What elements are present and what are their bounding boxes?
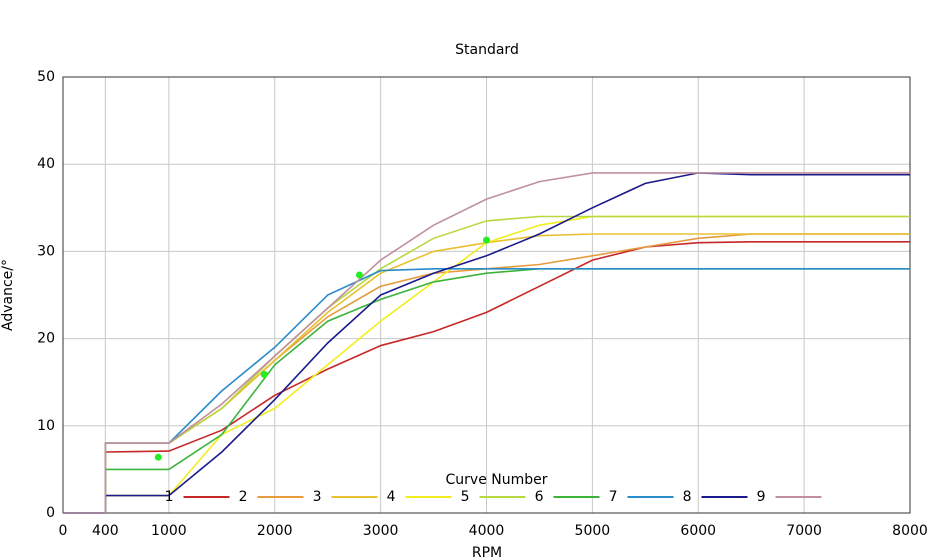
legend-label: 4 (387, 489, 396, 505)
y-tick-label: 10 (37, 418, 55, 434)
legend-label: 3 (313, 489, 322, 505)
x-tick-label: 6000 (680, 523, 716, 539)
x-tick-label: 400 (92, 523, 119, 539)
y-tick-label: 20 (37, 331, 55, 347)
y-axis-label: Advance/° (0, 259, 16, 331)
chart-title: Standard (455, 42, 519, 58)
x-tick-label: 8000 (892, 523, 928, 539)
series-line (63, 241, 910, 514)
data-point (154, 453, 162, 461)
plot-frame (62, 76, 911, 514)
legend-label: 8 (683, 489, 692, 505)
data-point (260, 370, 268, 378)
x-tick-label: 1000 (151, 523, 187, 539)
y-tick-label: 50 (37, 69, 55, 85)
x-tick-label: 2000 (257, 523, 293, 539)
legend-label: 7 (609, 489, 618, 505)
x-axis-label: RPM (472, 545, 502, 558)
legend-label: 6 (535, 489, 544, 505)
y-tick-label: 40 (37, 156, 55, 172)
x-tick-label: 0 (59, 523, 68, 539)
y-tick-label: 30 (37, 243, 55, 259)
x-tick-label: 7000 (786, 523, 822, 539)
x-tick-label: 3000 (363, 523, 399, 539)
data-point (355, 271, 363, 279)
y-tick-label: 0 (46, 505, 55, 521)
legend-label: 2 (239, 489, 248, 505)
series-line (63, 172, 910, 514)
data-point (483, 236, 490, 244)
legend-title: Curve Number (446, 472, 548, 488)
legend-label: 1 (165, 489, 174, 505)
legend-label: 9 (757, 489, 766, 505)
x-tick-label: 4000 (469, 523, 505, 539)
x-tick-label: 5000 (575, 523, 611, 539)
legend-label: 5 (461, 489, 470, 505)
